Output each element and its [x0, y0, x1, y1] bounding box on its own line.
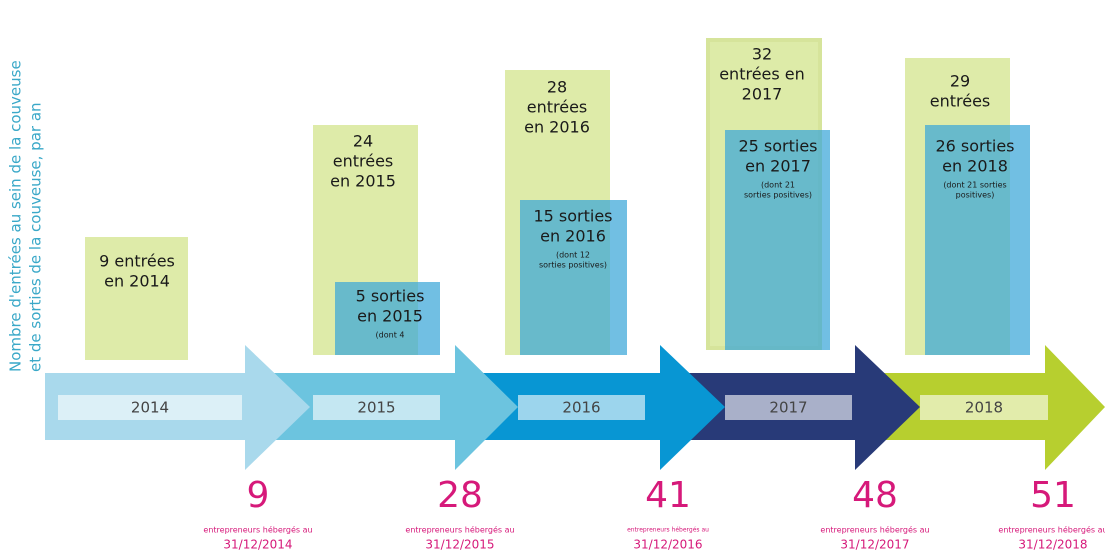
year-box [313, 395, 440, 420]
hosted-date: 31/12/2017 [840, 538, 909, 552]
exits-text: en 2017 [745, 157, 811, 176]
hosted-date: 31/12/2016 [633, 538, 702, 552]
exits-note: (dont 21 [761, 181, 795, 190]
entries-text: 9 entrées [99, 252, 175, 271]
exits-note: sorties positives) [744, 191, 812, 200]
hosted-caption: entrepreneurs hébergés au [405, 525, 514, 535]
hosted-caption: entrepreneurs hébergés au [203, 525, 312, 535]
year-label: 2018 [965, 399, 1003, 417]
entries-bar [85, 237, 188, 360]
entries-text: entrées [333, 152, 394, 171]
exits-text: 25 sorties [738, 137, 817, 156]
hosted-caption: entrepreneurs hébergés au [998, 525, 1105, 535]
exits-text: 15 sorties [533, 207, 612, 226]
exits-text: 5 sorties [356, 287, 425, 306]
exits-text: en 2018 [942, 157, 1008, 176]
year-label: 2017 [769, 399, 807, 417]
hosted-caption: entrepreneurs hébergés au [820, 525, 929, 535]
entries-text: en 2016 [524, 118, 590, 137]
hosted-count: 9 [247, 475, 270, 516]
exits-note: (dont 4 [376, 331, 405, 340]
exits-bar [520, 200, 627, 355]
entries-text: entrées [527, 98, 588, 117]
entries-text: en 2014 [104, 272, 170, 291]
hosted-count: 51 [1030, 475, 1076, 516]
hosted-caption: entrepreneurs hébergés au [627, 527, 709, 534]
entries-text: 2017 [742, 85, 783, 104]
entries-text: entrées en [719, 65, 805, 84]
exits-bar [925, 125, 1030, 355]
hosted-count: 41 [645, 475, 691, 516]
entries-text: 24 [353, 132, 373, 151]
year-box [920, 395, 1048, 420]
entries-text: 28 [547, 78, 567, 97]
hosted-date: 31/12/2014 [223, 538, 292, 552]
exits-note: (dont 21 sorties [943, 181, 1006, 190]
year-label: 2014 [131, 399, 169, 417]
year-label: 2016 [562, 399, 600, 417]
exits-note: sorties positives) [539, 261, 607, 270]
entries-text: 32 [752, 45, 772, 64]
hosted-date: 31/12/2015 [425, 538, 494, 552]
entries-text: 29 [950, 72, 970, 91]
year-label: 2015 [357, 399, 395, 417]
exits-note: (dont 12 [556, 251, 590, 260]
hosted-count: 28 [437, 475, 483, 516]
year-box [58, 395, 242, 420]
year-box [518, 395, 645, 420]
y-axis-label: et de sorties de la couveuse, par an [27, 102, 45, 372]
hosted-count: 48 [852, 475, 898, 516]
y-axis-label: Nombre d'entrées au sein de la couveuse [7, 60, 25, 372]
exits-note: positives) [956, 191, 995, 200]
exits-text: 26 sorties [935, 137, 1014, 156]
entries-text: en 2015 [330, 172, 396, 191]
exits-bar [725, 130, 830, 350]
exits-text: en 2015 [357, 307, 423, 326]
year-box [725, 395, 852, 420]
exits-text: en 2016 [540, 227, 606, 246]
hosted-date: 31/12/2018 [1018, 538, 1087, 552]
entries-text: entrées [930, 92, 991, 111]
exits-bar [335, 282, 440, 355]
